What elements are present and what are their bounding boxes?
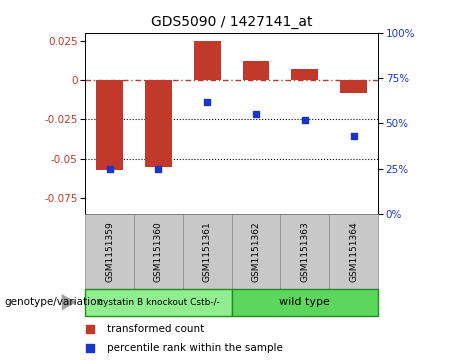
Bar	[231, 214, 280, 289]
Text: GSM1151363: GSM1151363	[300, 221, 309, 282]
Bar	[329, 214, 378, 289]
Bar	[242, 61, 270, 80]
Point	[155, 166, 162, 172]
Title: GDS5090 / 1427141_at: GDS5090 / 1427141_at	[151, 15, 313, 29]
Text: transformed count: transformed count	[107, 323, 204, 334]
Point	[204, 99, 211, 105]
Bar	[96, 80, 123, 170]
Bar	[291, 69, 318, 80]
Point	[350, 133, 357, 139]
Bar	[85, 289, 231, 316]
Text: genotype/variation: genotype/variation	[5, 297, 104, 307]
Bar	[134, 214, 183, 289]
Point	[315, 87, 322, 93]
Text: GSM1151359: GSM1151359	[105, 221, 114, 282]
Bar	[340, 80, 367, 93]
Bar	[194, 41, 221, 80]
Bar	[231, 289, 378, 316]
Bar	[145, 80, 172, 167]
Bar	[85, 214, 134, 289]
Text: GSM1151364: GSM1151364	[349, 221, 358, 282]
Text: GSM1151360: GSM1151360	[154, 221, 163, 282]
Point	[252, 111, 260, 117]
Bar	[183, 214, 231, 289]
Text: cystatin B knockout Cstb-/-: cystatin B knockout Cstb-/-	[98, 298, 219, 307]
Text: GSM1151361: GSM1151361	[203, 221, 212, 282]
Polygon shape	[62, 294, 77, 310]
Text: percentile rank within the sample: percentile rank within the sample	[107, 343, 283, 354]
Text: wild type: wild type	[279, 297, 330, 307]
Point	[301, 117, 308, 123]
Text: GSM1151362: GSM1151362	[252, 221, 260, 282]
Bar	[280, 214, 329, 289]
Point	[106, 166, 113, 172]
Point	[315, 269, 322, 274]
